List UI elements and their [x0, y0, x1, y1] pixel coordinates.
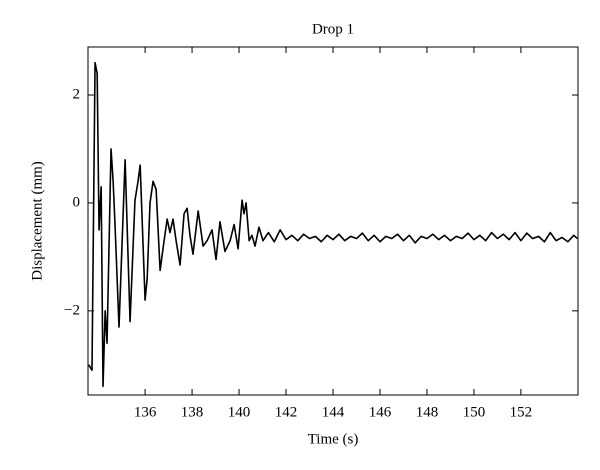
data-line: [88, 61, 578, 388]
x-tick-label: 140: [228, 404, 251, 420]
x-tick-label: 148: [416, 404, 439, 420]
y-axis-label: Displacement (mm): [29, 161, 45, 281]
x-tick-label: 150: [463, 404, 486, 420]
plot-frame: [87, 46, 579, 396]
chart-title: Drop 1: [312, 21, 354, 37]
x-tick-label: 144: [322, 404, 345, 420]
x-tick-label: 142: [275, 404, 298, 420]
x-tick-label: 146: [369, 404, 392, 420]
x-tick-label: 138: [181, 404, 204, 420]
x-axis-label: Time (s): [308, 431, 359, 447]
y-tick-label: 2: [73, 86, 81, 102]
y-tick-label: −2: [64, 302, 80, 318]
x-tick-label: 152: [510, 404, 533, 420]
x-tick-label: 136: [134, 404, 157, 420]
y-tick-label: 0: [73, 194, 81, 210]
